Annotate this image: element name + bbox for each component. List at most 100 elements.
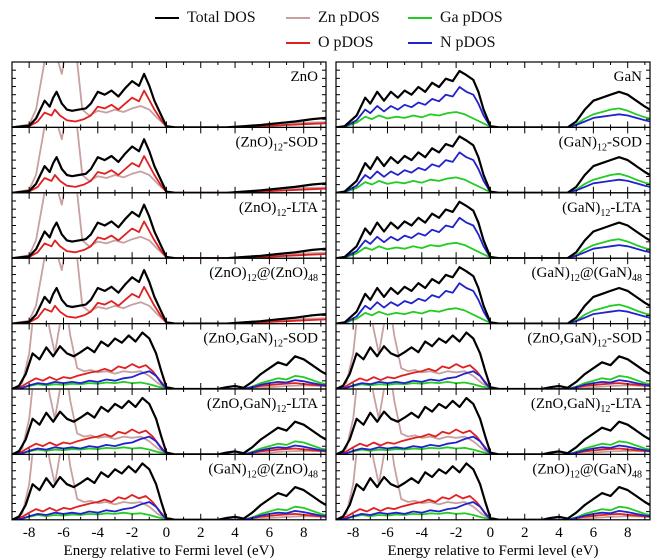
- series-total-dos: [336, 331, 650, 390]
- panel-label: (ZnO,GaN)12-LTA: [207, 396, 318, 415]
- x-tick-label: 2: [521, 525, 529, 541]
- legend-item-zn-pdos: Zn pDOS: [286, 8, 380, 28]
- panel-label: GaN: [614, 69, 642, 85]
- series-ga-pdos: [336, 440, 650, 455]
- panel-label: (ZnO)12@(ZnO)48: [209, 265, 318, 284]
- panel-right-3: (GaN)12-LTA: [335, 192, 651, 259]
- panel-frame: [11, 192, 327, 259]
- panel-frame: [11, 61, 327, 129]
- series-n-pdos: [12, 435, 326, 455]
- series-n-pdos: [336, 151, 650, 193]
- series-n-pdos: [12, 370, 326, 390]
- series-n-pdos: [336, 282, 650, 324]
- series-total-dos: [336, 200, 650, 259]
- series-total-dos: [12, 138, 326, 193]
- panel-left-4: (ZnO)12@(ZnO)48: [11, 257, 327, 325]
- x-tick-label: -6: [381, 525, 394, 541]
- x-tick-label: -4: [92, 525, 105, 541]
- panel-left-7: (GaN)12@(ZnO)48: [11, 453, 327, 521]
- series-ga-pdos: [12, 375, 326, 390]
- legend-label-o-pdos: O pDOS: [318, 34, 374, 51]
- panel-left-5: (ZnO,GaN)12-SOD: [11, 323, 327, 390]
- legend-item-n-pdos: N pDOS: [408, 33, 496, 53]
- x-tick-label: 0: [163, 525, 171, 541]
- series-total-dos: [12, 203, 326, 259]
- panel-frame: [11, 126, 327, 194]
- x-tick-label: 8: [624, 525, 632, 541]
- x-axis-label: Energy relative to Fermi level (eV): [64, 543, 275, 559]
- series-total-dos: [336, 135, 650, 193]
- series-total-dos: [12, 269, 326, 324]
- legend-swatch-total-dos: [155, 17, 179, 19]
- panel-label: (ZnO,GaN)12-LTA: [531, 396, 642, 415]
- series-ga-pdos: [336, 172, 650, 193]
- series-ga-pdos: [12, 505, 326, 520]
- legend-swatch-o-pdos: [286, 42, 310, 44]
- panel-label: (GaN)12-SOD: [559, 134, 642, 153]
- legend-item-total-dos: Total DOS: [155, 8, 256, 28]
- panel-label: (ZnO)12-LTA: [239, 200, 318, 219]
- legend-item-o-pdos: O pDOS: [286, 33, 374, 53]
- series-ga-pdos: [336, 303, 650, 324]
- panel-left-1: ZnO: [11, 61, 327, 129]
- panel-left-6: (ZnO,GaN)12-LTA: [11, 388, 327, 456]
- series-total-dos: [336, 396, 650, 455]
- legend-label-ga-pdos: Ga pDOS: [440, 9, 503, 26]
- x-tick-label: -2: [450, 525, 463, 541]
- series-total-dos: [12, 72, 326, 128]
- panel-right-6: (ZnO,GaN)12-LTA: [335, 388, 651, 456]
- x-tick-label: 8: [300, 525, 308, 541]
- legend: Total DOS Zn pDOS Ga pDOS O pDOS N pDOS: [0, 0, 658, 60]
- panel-label: (GaN)12@(GaN)48: [532, 265, 642, 284]
- series-total-dos: [12, 396, 326, 455]
- legend-swatch-n-pdos: [408, 42, 432, 44]
- x-tick-label: 6: [590, 525, 598, 541]
- series-ga-pdos: [336, 505, 650, 520]
- series-ga-pdos: [336, 107, 650, 128]
- panel-label: (ZnO,GaN)12-SOD: [527, 331, 642, 350]
- series-zn-pdos: [336, 454, 650, 520]
- x-tick-label: 4: [555, 525, 563, 541]
- series-n-pdos: [12, 501, 326, 520]
- x-tick-label: -6: [57, 525, 70, 541]
- panel-label: ZnO: [291, 69, 319, 85]
- series-total-dos: [12, 331, 326, 390]
- panel-right-1: GaN: [335, 61, 651, 129]
- series-n-pdos: [336, 370, 650, 390]
- legend-item-ga-pdos: Ga pDOS: [408, 8, 503, 28]
- panel-right-7: (ZnO)12@(GaN)48: [335, 453, 651, 521]
- series-ga-pdos: [336, 375, 650, 390]
- series-ga-pdos: [336, 238, 650, 259]
- x-tick-label: -8: [23, 525, 36, 541]
- x-tick-label: 6: [266, 525, 274, 541]
- x-axis-label: Energy relative to Fermi level (eV): [388, 543, 599, 559]
- series-n-pdos: [336, 216, 650, 259]
- panel-label: (ZnO)12-SOD: [235, 134, 318, 153]
- series-total-dos: [336, 266, 650, 324]
- panel-label: (ZnO,GaN)12-SOD: [203, 331, 318, 350]
- series-total-dos: [336, 462, 650, 520]
- panel-right-4: (GaN)12@(GaN)48: [335, 257, 651, 325]
- panel-label: (GaN)12@(ZnO)48: [208, 461, 318, 480]
- legend-label-total-dos: Total DOS: [187, 9, 256, 26]
- panel-right-2: (GaN)12-SOD: [335, 126, 651, 194]
- panel-label: (GaN)12-LTA: [562, 200, 642, 219]
- panel-left-2: (ZnO)12-SOD: [11, 126, 327, 194]
- legend-label-zn-pdos: Zn pDOS: [318, 9, 380, 26]
- series-n-pdos: [336, 501, 650, 520]
- series-ga-pdos: [12, 440, 326, 455]
- series-total-dos: [336, 69, 650, 128]
- panel-left-3: (ZnO)12-LTA: [11, 192, 327, 259]
- series-n-pdos: [336, 435, 650, 455]
- series-total-dos: [12, 462, 326, 520]
- legend-swatch-zn-pdos: [286, 17, 310, 19]
- x-tick-label: -4: [416, 525, 429, 541]
- x-tick-label: 4: [231, 525, 239, 541]
- series-zn-pdos: [12, 454, 326, 520]
- x-tick-label: 0: [487, 525, 495, 541]
- panel-label: (ZnO)12@(GaN)48: [532, 461, 642, 480]
- x-tick-label: -2: [126, 525, 139, 541]
- series-n-pdos: [336, 86, 650, 128]
